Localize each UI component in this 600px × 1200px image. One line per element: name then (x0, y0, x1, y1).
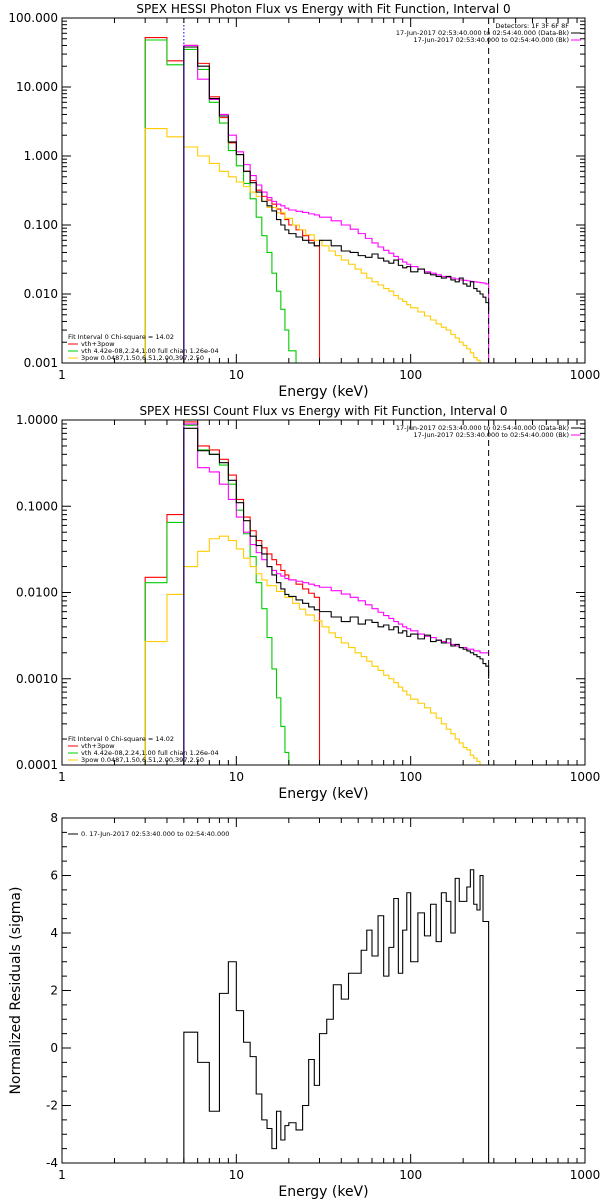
y-tick-label: -4 (46, 1156, 58, 1170)
x-tick-label: 1000 (570, 770, 600, 784)
legend-right-entry: Detectors: 1F 3F 6F 8F (495, 22, 569, 30)
legend-left-entry: vth 4.42e-08,2.24,1.00 full chian 1.26e-… (81, 749, 219, 757)
legend-left-entry: vth+3pow (81, 340, 115, 348)
y-tick-label: 100.000 (8, 11, 58, 25)
y-tick-label: 0 (50, 1041, 58, 1055)
y-tick-label: 0.001 (24, 356, 58, 370)
y-tick-label: 1.0000 (16, 413, 58, 427)
y-tick-label: 10.000 (16, 80, 58, 94)
series-line-5 (183, 46, 490, 363)
series-line-2 (144, 39, 303, 364)
x-tick-label: 10 (229, 368, 244, 382)
chart-panel-3: Energy (keV) Normalized Residuals (sigma)… (8, 811, 600, 1200)
series-line-4 (183, 44, 490, 363)
legend-left-entry: Fit Interval 0 Chi-square = 14.02 (68, 735, 174, 743)
y-tick-label: 4 (50, 926, 58, 940)
y-tick-label: 6 (50, 869, 58, 883)
y-axis-label: Normalized Residuals (sigma) (8, 887, 24, 1095)
chart-title: SPEX HESSI Count Flux vs Energy with Fit… (139, 404, 507, 418)
legend-left-entry: vth+3pow (81, 742, 115, 750)
x-tick-label: 100 (399, 368, 422, 382)
y-tick-label: 0.010 (24, 287, 58, 301)
series-line-4 (183, 423, 490, 765)
plot-frame (61, 17, 586, 364)
x-tick-label: 1000 (570, 1168, 600, 1182)
x-tick-label: 1 (58, 1168, 66, 1182)
y-tick-label: 2 (50, 984, 58, 998)
y-tick-label: 1.000 (24, 149, 58, 163)
x-tick-label: 1000 (570, 368, 600, 382)
legend-left-entry: 0. 17-Jun-2017 02:53:40.000 to 02:54:40.… (81, 830, 229, 838)
legend-left-entry: vth 4.42e-08,2.24,1.00 full chian 1.26e-… (81, 347, 219, 355)
x-tick-label: 10 (229, 770, 244, 784)
series-line-3 (144, 127, 489, 364)
y-tick-label: 0.1000 (16, 499, 58, 513)
series-line-1 (144, 421, 321, 765)
x-tick-label: 1 (58, 770, 66, 784)
legend-right-entry: 17-Jun-2017 02:53:40.000 to 02:54:40.000… (396, 29, 569, 37)
x-tick-label: 10 (229, 1168, 244, 1182)
y-tick-label: 0.0001 (16, 758, 58, 772)
x-tick-label: 1 (58, 368, 66, 382)
series-line-5 (183, 427, 490, 765)
x-axis-label: Energy (keV) (278, 384, 368, 400)
legend-right-entry: 17-Jun-2017 02:53:40.000 to 02:54:40.000… (396, 424, 569, 432)
plot-frame (61, 817, 586, 1164)
y-tick-label: -2 (46, 1099, 58, 1113)
series-line-2 (144, 424, 297, 766)
legend-left-entry: 3pow 0.0487,1.50,6.51,2.00,397,2.50 (81, 756, 204, 764)
x-axis-label: Energy (keV) (278, 786, 368, 802)
legend-right-entry: 17-Jun-2017 02:53:40.000 to 02:54:40.000… (414, 36, 569, 44)
chart-panel-1: SPEX HESSI Photon Flux vs Energy with Fi… (8, 2, 600, 400)
series-line-1 (183, 869, 490, 1163)
x-tick-label: 100 (399, 770, 422, 784)
y-tick-label: 8 (50, 811, 58, 825)
legend-left-entry: Fit Interval 0 Chi-square = 14.02 (68, 333, 174, 341)
y-tick-label: 0.100 (24, 218, 58, 232)
series-line-1 (144, 37, 321, 363)
plot-frame (61, 419, 586, 766)
y-tick-label: 0.0010 (16, 672, 58, 686)
x-axis-label: Energy (keV) (278, 1184, 368, 1200)
legend-right-entry: 17-Jun-2017 02:53:40.000 to 02:54:40.000… (414, 431, 569, 439)
y-tick-label: 0.0100 (16, 586, 58, 600)
series-line-3 (144, 535, 489, 766)
chart-panel-2: SPEX HESSI Count Flux vs Energy with Fit… (16, 404, 600, 802)
chart-title: SPEX HESSI Photon Flux vs Energy with Fi… (136, 2, 510, 16)
x-tick-label: 100 (399, 1168, 422, 1182)
legend-left-entry: 3pow 0.0487,1.50,6.51,2.00,397,2.50 (81, 354, 204, 362)
